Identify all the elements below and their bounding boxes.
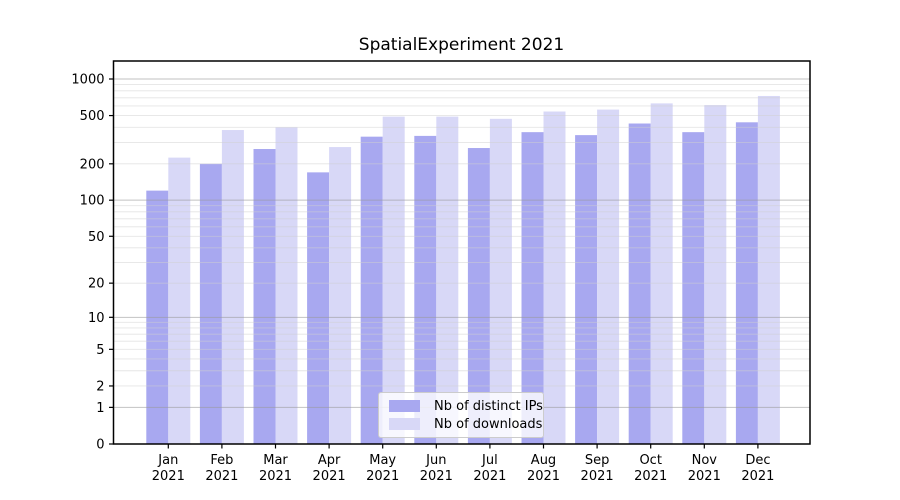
x-tick-year-label: 2021 [527, 469, 560, 484]
legend-swatch-downloads [389, 418, 420, 430]
legend-label-distinct-ips: Nb of distinct IPs [434, 398, 543, 414]
x-tick-label: Nov [692, 453, 718, 468]
x-tick-year-label: 2021 [741, 469, 774, 484]
x-tick-label: Oct [639, 453, 661, 468]
x-tick-year-label: 2021 [420, 469, 453, 484]
y-tick-label: 0 [96, 438, 104, 453]
x-tick-year-label: 2021 [366, 469, 399, 484]
legend-row-distinct-ips: Nb of distinct IPs [389, 397, 543, 415]
bar-downloads [650, 103, 673, 445]
x-tick-label: Jan [157, 453, 178, 468]
y-tick-label: 100 [80, 194, 105, 209]
bar-downloads [221, 130, 244, 444]
y-tick-label: 2 [96, 379, 104, 394]
y-tick-label: 200 [80, 157, 105, 172]
bar-distinct-ips [253, 149, 276, 444]
x-tick-label: Jul [481, 453, 498, 468]
x-tick-label: Aug [531, 453, 556, 468]
x-tick-label: Dec [745, 453, 770, 468]
bar-downloads [436, 116, 459, 445]
x-tick-year-label: 2021 [473, 469, 506, 484]
bar-distinct-ips [521, 132, 544, 445]
bar-distinct-ips [628, 123, 651, 444]
x-tick-label: May [369, 453, 396, 468]
bar-distinct-ips [682, 132, 705, 445]
x-tick-label: Sep [585, 453, 610, 468]
x-tick-year-label: 2021 [313, 469, 346, 484]
x-tick-year-label: 2021 [688, 469, 721, 484]
chart-title: SpatialExperiment 2021 [358, 35, 565, 55]
x-tick-year-label: 2021 [581, 469, 614, 484]
bar-downloads [275, 127, 298, 444]
x-tick-label: Apr [318, 453, 341, 468]
legend: Nb of distinct IPs Nb of downloads [378, 392, 544, 438]
bar-distinct-ips [199, 163, 222, 444]
x-tick-year-label: 2021 [259, 469, 292, 484]
x-tick-label: Mar [263, 453, 288, 468]
x-tick-year-label: 2021 [152, 469, 185, 484]
x-tick-year-label: 2021 [205, 469, 238, 484]
bar-downloads [543, 111, 566, 445]
bar-distinct-ips [307, 172, 330, 445]
bar-distinct-ips [467, 148, 490, 444]
legend-label-downloads: Nb of downloads [434, 416, 543, 432]
x-tick-year-label: 2021 [634, 469, 667, 484]
bar-distinct-ips [575, 135, 598, 444]
legend-swatch-distinct-ips [389, 400, 420, 412]
bar-downloads [704, 105, 727, 444]
y-tick-label: 50 [88, 230, 105, 245]
bar-distinct-ips [360, 136, 383, 444]
bar-downloads [382, 116, 405, 445]
y-tick-label: 10 [88, 311, 105, 326]
bar-downloads [597, 109, 620, 444]
x-tick-label: Jun [425, 453, 446, 468]
bar-distinct-ips [414, 135, 437, 444]
y-tick-label: 20 [88, 277, 105, 292]
bar-downloads [329, 147, 352, 445]
legend-row-downloads: Nb of downloads [389, 415, 543, 433]
plot-border [112, 60, 811, 445]
y-tick-label: 500 [80, 109, 105, 124]
y-tick-label: 5 [96, 343, 104, 358]
y-tick-label: 1000 [71, 73, 104, 88]
x-tick-label: Feb [210, 453, 233, 468]
y-tick-label: 1 [96, 401, 104, 416]
bar-downloads [757, 95, 780, 445]
bar-downloads [168, 157, 191, 444]
